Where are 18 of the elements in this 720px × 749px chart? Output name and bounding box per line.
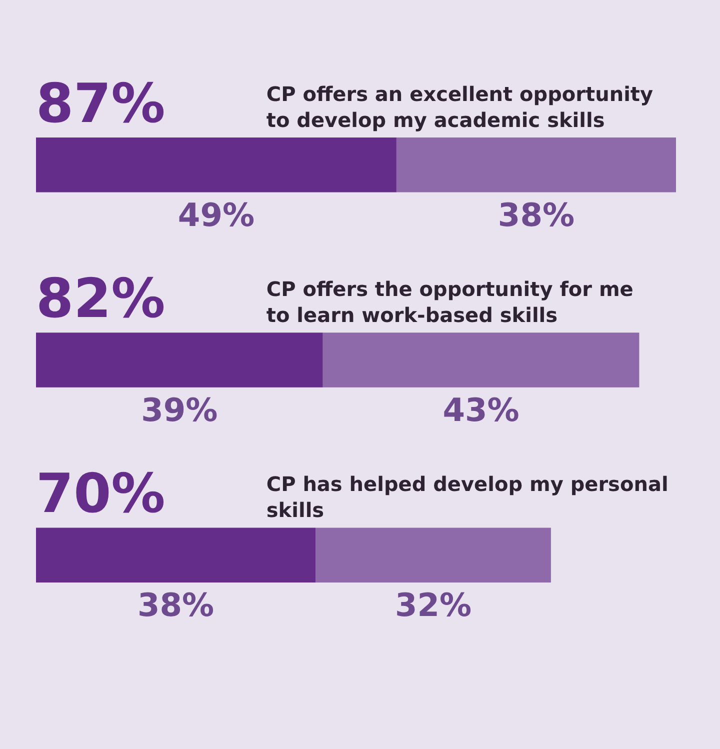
- y-tick-label: CP offers an excellent opportunity to develop my academic skills: [266, 82, 654, 132]
- data-label: 43%: [442, 391, 520, 429]
- bar: [36, 528, 316, 582]
- data-label: 39%: [141, 391, 218, 429]
- total-label: 82%: [36, 267, 166, 330]
- y-tick-label: CP offers the opportunity for me to learn work-based skills: [266, 277, 634, 327]
- bar: [316, 528, 551, 582]
- data-label: 32%: [394, 586, 472, 624]
- total-label: 87%: [36, 72, 166, 135]
- bar: [396, 138, 676, 192]
- bar: [36, 138, 396, 192]
- total-label: 70%: [36, 462, 166, 526]
- y-tick-label: CP has helped develop my personal skills: [266, 472, 668, 522]
- data-label: 49%: [178, 196, 255, 234]
- data-label: 38%: [137, 586, 214, 624]
- bar: [322, 332, 640, 388]
- bar: [36, 332, 323, 388]
- data-label: 38%: [498, 196, 575, 234]
